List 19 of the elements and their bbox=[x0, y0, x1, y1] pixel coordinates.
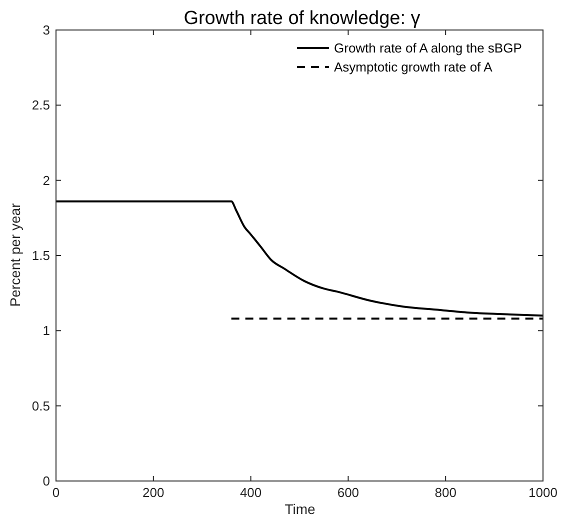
x-tick-label: 0 bbox=[52, 485, 60, 500]
y-axis-title: Percent per year bbox=[7, 202, 23, 307]
y-tick-label: 2.5 bbox=[32, 98, 50, 113]
y-tick-label: 0.5 bbox=[32, 398, 50, 414]
x-tick-label: 200 bbox=[142, 485, 164, 500]
y-tick-label: 1.5 bbox=[32, 248, 50, 263]
x-tick-label: 1000 bbox=[528, 485, 558, 500]
chart-title: Growth rate of knowledge: γ bbox=[184, 8, 421, 29]
x-tick-label: 400 bbox=[240, 485, 262, 500]
legend-label: Growth rate of A along the sBGP bbox=[334, 40, 522, 56]
x-axis-title: Time bbox=[284, 501, 316, 517]
legend-label: Asymptotic growth rate of A bbox=[334, 60, 493, 74]
y-tick-label: 0 bbox=[42, 474, 50, 488]
y-tick-label: 2 bbox=[42, 172, 50, 188]
x-tick-label: 600 bbox=[337, 485, 360, 500]
x-tick-label: 800 bbox=[434, 485, 456, 500]
y-tick-label: 1 bbox=[42, 323, 50, 338]
y-tick-label: 3 bbox=[42, 22, 50, 38]
line-series bbox=[55, 200, 544, 317]
